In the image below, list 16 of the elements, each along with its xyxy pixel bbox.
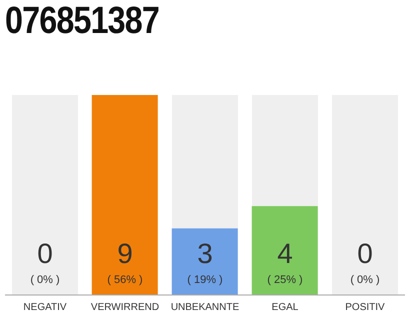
annotation: ( 25% ) bbox=[267, 274, 303, 286]
annotation: ( 19% ) bbox=[187, 274, 223, 286]
annotation: ( 0% ) bbox=[350, 274, 380, 286]
data-label: 4 bbox=[277, 238, 293, 269]
data-label: 0 bbox=[357, 238, 373, 269]
annotation: ( 56% ) bbox=[107, 274, 143, 286]
x-tick-label: UNBEKANNTE bbox=[170, 302, 240, 314]
x-tick-label: POSITIV bbox=[345, 302, 386, 314]
x-tick-label: EGAL bbox=[272, 302, 299, 314]
data-label: 9 bbox=[117, 238, 133, 269]
annotation: ( 0% ) bbox=[30, 274, 60, 286]
chart-title: 076851387 bbox=[5, 0, 160, 43]
x-tick-label: VERWIRREND bbox=[90, 302, 160, 314]
data-label: 0 bbox=[37, 238, 53, 269]
x-tick-label: NEGATIV bbox=[23, 302, 67, 314]
data-label: 3 bbox=[197, 238, 213, 269]
